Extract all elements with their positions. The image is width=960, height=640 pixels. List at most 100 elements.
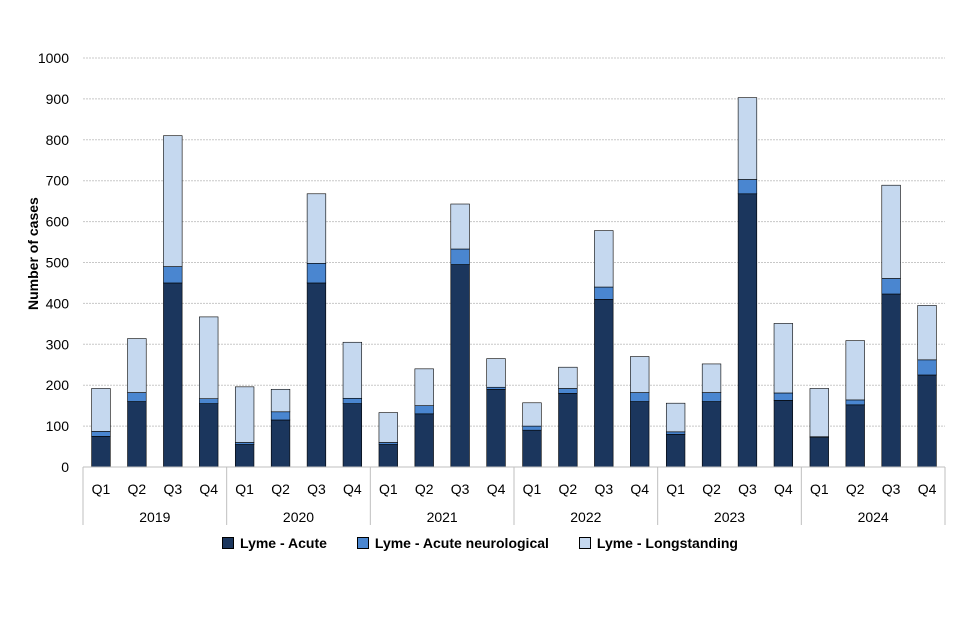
bar-segment (199, 398, 219, 404)
x-tick-label: Q4 (774, 481, 793, 497)
bar-segment (306, 263, 327, 284)
bar-segment (199, 316, 219, 399)
y-tick-label: 400 (46, 295, 70, 311)
bar-segment (342, 341, 363, 399)
x-tick-label: Q4 (918, 481, 937, 497)
bar-segment (917, 359, 937, 376)
bar-segment (773, 323, 794, 394)
bar-segment (881, 293, 901, 468)
bar-segment (845, 399, 865, 406)
x-tick-label: Q4 (630, 481, 649, 497)
x-tick-label: Q1 (379, 481, 398, 497)
bar-segment (630, 392, 650, 402)
y-tick-label: 100 (46, 418, 70, 434)
bar-segment (701, 401, 722, 468)
x-tick-label: Q1 (523, 481, 542, 497)
bar-segment (378, 444, 398, 468)
bar-segment (881, 278, 901, 295)
bar-segment (234, 386, 255, 443)
bar-segment (701, 363, 722, 393)
x-tick-label: Q2 (271, 481, 290, 497)
x-tick-label: Q3 (163, 481, 182, 497)
bar-segment (845, 340, 865, 401)
bar-segment (450, 203, 470, 250)
bar-segment (917, 374, 937, 468)
bar-segment (270, 419, 291, 468)
year-label: 2023 (714, 509, 745, 525)
bar-segment (486, 388, 506, 468)
bar-segment (306, 282, 327, 468)
bar-segment (522, 402, 542, 427)
bar-segment (845, 404, 865, 468)
x-tick-label: Q4 (199, 481, 218, 497)
bar-segment (665, 402, 686, 433)
y-tick-label: 1000 (38, 50, 69, 66)
bar-segment (522, 425, 542, 431)
y-tick-label: 0 (61, 459, 69, 475)
axes: 0 100 200 300 400 500 600 700 800 900 1000 Q1 Q2 Q3 Q4… (38, 50, 946, 525)
bar-segment (630, 356, 650, 393)
bar-segment (594, 286, 614, 300)
year-label: 2022 (570, 509, 601, 525)
bar-segment (378, 412, 398, 443)
bar-segment (881, 184, 901, 279)
bar-segment (127, 392, 147, 402)
bar-segment (414, 405, 434, 415)
bar-segment (522, 429, 542, 468)
legend-swatch-acute (222, 537, 235, 549)
bar-segment (486, 358, 506, 388)
bar-segment (737, 193, 758, 468)
x-tick-label: Q3 (594, 481, 613, 497)
bar-segment (558, 366, 578, 389)
bar-segment (127, 401, 147, 468)
x-tick-label: Q2 (415, 481, 434, 497)
bar-segment (270, 388, 291, 413)
y-tick-label: 500 (46, 255, 70, 271)
bar-segment (665, 433, 686, 468)
legend-label-longstanding: Lyme - Longstanding (596, 535, 738, 551)
legend-swatch-acute-neurological (356, 537, 369, 549)
bar-segment (163, 282, 183, 468)
bar-segment (163, 135, 183, 267)
bar-segment (594, 299, 614, 468)
bars (91, 97, 937, 468)
bar-segment (270, 411, 291, 421)
x-tick-label: Q1 (810, 481, 829, 497)
legend-label-acute-neurological: Lyme - Acute neurological (374, 535, 549, 551)
x-tick-label: Q1 (666, 481, 685, 497)
x-tick-label: Q3 (307, 481, 326, 497)
x-tick-label: Q3 (451, 481, 470, 497)
bar-segment (91, 436, 111, 468)
x-tick-label: Q4 (487, 481, 506, 497)
legend-swatch-longstanding (578, 537, 591, 549)
bar-segment (737, 179, 758, 195)
y-tick-label: 300 (46, 336, 70, 352)
bar-segment (450, 248, 470, 265)
y-tick-label: 700 (46, 173, 70, 189)
bar-segment (163, 266, 183, 284)
legend: Lyme - Acute Lyme - Acute neurological L… (0, 535, 960, 551)
x-tick-label: Q1 (92, 481, 111, 497)
x-tick-label: Q4 (343, 481, 362, 497)
bar-segment (917, 305, 937, 361)
bar-segment (91, 388, 111, 432)
year-label: 2019 (139, 509, 170, 525)
bar-segment (414, 368, 434, 406)
bar-segment (773, 392, 794, 401)
bar-segment (342, 403, 363, 468)
bar-segment (558, 388, 578, 394)
bar-segment (234, 442, 255, 445)
legend-label-acute: Lyme - Acute (240, 535, 327, 551)
y-tick-label: 900 (46, 91, 70, 107)
legend-item-acute-neurological: Lyme - Acute neurological (356, 535, 549, 551)
y-tick-label: 600 (46, 214, 70, 230)
bar-segment (450, 264, 470, 468)
bar-segment (773, 400, 794, 468)
bar-segment (809, 437, 829, 468)
legend-item-acute: Lyme - Acute (222, 535, 327, 551)
bar-segment (378, 442, 398, 445)
bar-segment (809, 388, 829, 438)
x-tick-label: Q2 (559, 481, 578, 497)
